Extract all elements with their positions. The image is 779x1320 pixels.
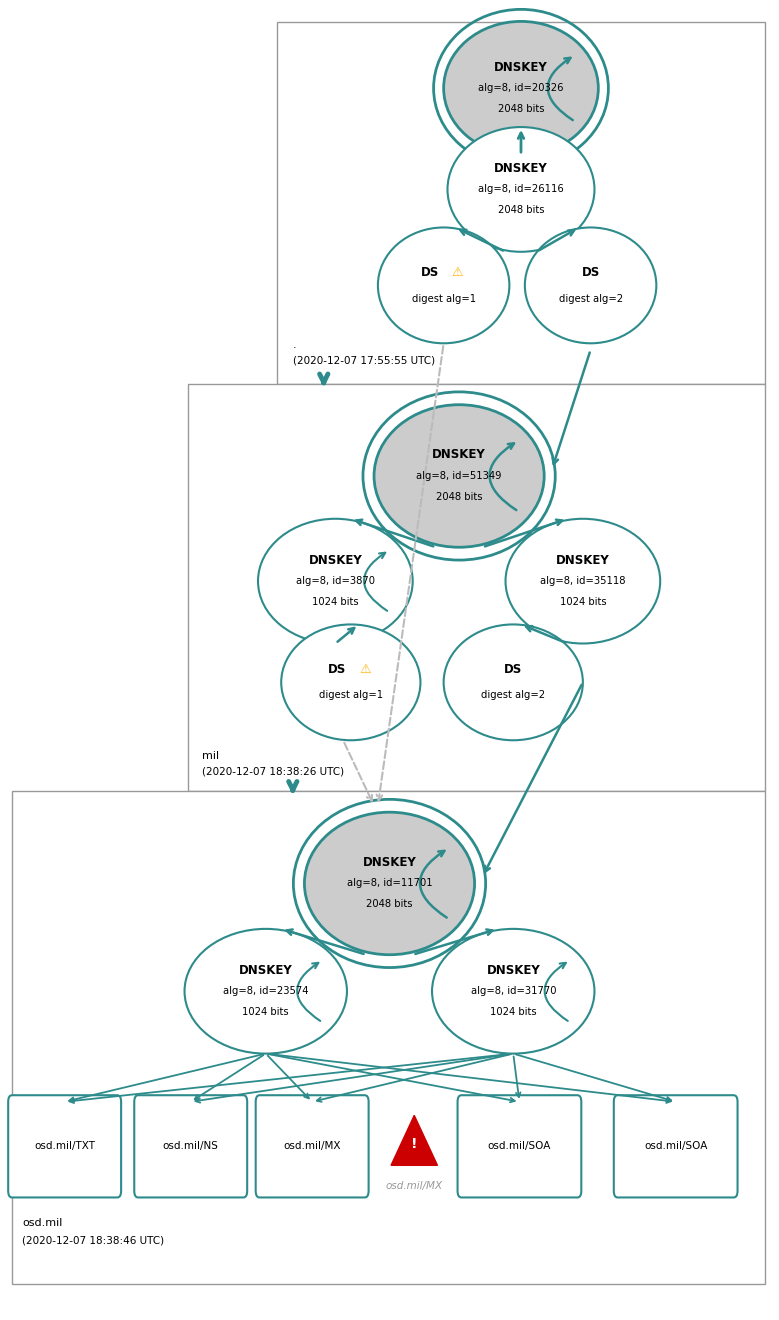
Bar	[12, 792, 765, 1284]
Text: DNSKEY: DNSKEY	[556, 553, 610, 566]
Ellipse shape	[506, 519, 661, 643]
Text: (2020-12-07 18:38:26 UTC): (2020-12-07 18:38:26 UTC)	[203, 767, 344, 776]
Bar	[189, 384, 765, 792]
Text: alg=8, id=31770: alg=8, id=31770	[471, 986, 556, 997]
Ellipse shape	[525, 227, 657, 343]
Text: ⚠: ⚠	[359, 663, 371, 676]
Ellipse shape	[305, 812, 474, 954]
Text: osd.mil/SOA: osd.mil/SOA	[488, 1142, 551, 1151]
Text: DNSKEY: DNSKEY	[432, 449, 486, 462]
FancyBboxPatch shape	[9, 1096, 121, 1197]
Ellipse shape	[281, 624, 421, 741]
Ellipse shape	[258, 519, 413, 643]
Ellipse shape	[374, 405, 545, 548]
Text: digest alg=1: digest alg=1	[411, 293, 476, 304]
Text: 2048 bits: 2048 bits	[498, 206, 545, 215]
Text: DS: DS	[504, 663, 523, 676]
Text: 1024 bits: 1024 bits	[490, 1007, 537, 1018]
Text: osd.mil/TXT: osd.mil/TXT	[34, 1142, 95, 1151]
Text: digest alg=2: digest alg=2	[559, 293, 622, 304]
Text: DS: DS	[421, 265, 439, 279]
Ellipse shape	[185, 929, 347, 1053]
Text: osd.mil/SOA: osd.mil/SOA	[644, 1142, 707, 1151]
Text: osd.mil/MX: osd.mil/MX	[386, 1181, 442, 1191]
Text: 1024 bits: 1024 bits	[559, 597, 606, 607]
Text: (2020-12-07 18:38:46 UTC): (2020-12-07 18:38:46 UTC)	[22, 1236, 164, 1246]
Text: 1024 bits: 1024 bits	[312, 597, 358, 607]
Text: DNSKEY: DNSKEY	[308, 553, 362, 566]
Ellipse shape	[444, 21, 598, 154]
Text: DNSKEY: DNSKEY	[239, 964, 293, 977]
FancyBboxPatch shape	[457, 1096, 581, 1197]
Text: alg=8, id=23574: alg=8, id=23574	[223, 986, 308, 997]
Text: DNSKEY: DNSKEY	[363, 855, 416, 869]
Text: mil: mil	[203, 751, 220, 760]
Text: digest alg=1: digest alg=1	[319, 690, 383, 701]
Text: alg=8, id=3870: alg=8, id=3870	[296, 576, 375, 586]
FancyBboxPatch shape	[614, 1096, 738, 1197]
Text: alg=8, id=26116: alg=8, id=26116	[478, 185, 564, 194]
Text: (2020-12-07 17:55:55 UTC): (2020-12-07 17:55:55 UTC)	[293, 355, 435, 366]
Ellipse shape	[444, 624, 583, 741]
Text: osd.mil: osd.mil	[22, 1217, 62, 1228]
Text: !: !	[411, 1137, 418, 1151]
Text: 2048 bits: 2048 bits	[366, 899, 413, 909]
FancyBboxPatch shape	[134, 1096, 247, 1197]
Bar	[277, 22, 765, 384]
Text: ⚠: ⚠	[452, 265, 464, 279]
Text: DNSKEY: DNSKEY	[486, 964, 540, 977]
Text: .: .	[293, 339, 297, 350]
Text: alg=8, id=11701: alg=8, id=11701	[347, 878, 432, 888]
Ellipse shape	[432, 929, 594, 1053]
Ellipse shape	[447, 127, 594, 252]
Text: DS: DS	[328, 663, 346, 676]
Text: DNSKEY: DNSKEY	[494, 162, 548, 174]
Text: 2048 bits: 2048 bits	[498, 104, 545, 115]
Ellipse shape	[378, 227, 509, 343]
Text: alg=8, id=35118: alg=8, id=35118	[540, 576, 626, 586]
Text: osd.mil/NS: osd.mil/NS	[163, 1142, 219, 1151]
FancyBboxPatch shape	[256, 1096, 368, 1197]
Text: digest alg=2: digest alg=2	[481, 690, 545, 701]
Text: DNSKEY: DNSKEY	[494, 61, 548, 74]
Text: DS: DS	[581, 265, 600, 279]
Text: alg=8, id=20326: alg=8, id=20326	[478, 83, 564, 94]
Text: 2048 bits: 2048 bits	[436, 492, 482, 502]
Text: 1024 bits: 1024 bits	[242, 1007, 289, 1018]
Text: alg=8, id=51349: alg=8, id=51349	[416, 471, 502, 480]
Polygon shape	[391, 1115, 438, 1166]
Text: osd.mil/MX: osd.mil/MX	[284, 1142, 341, 1151]
